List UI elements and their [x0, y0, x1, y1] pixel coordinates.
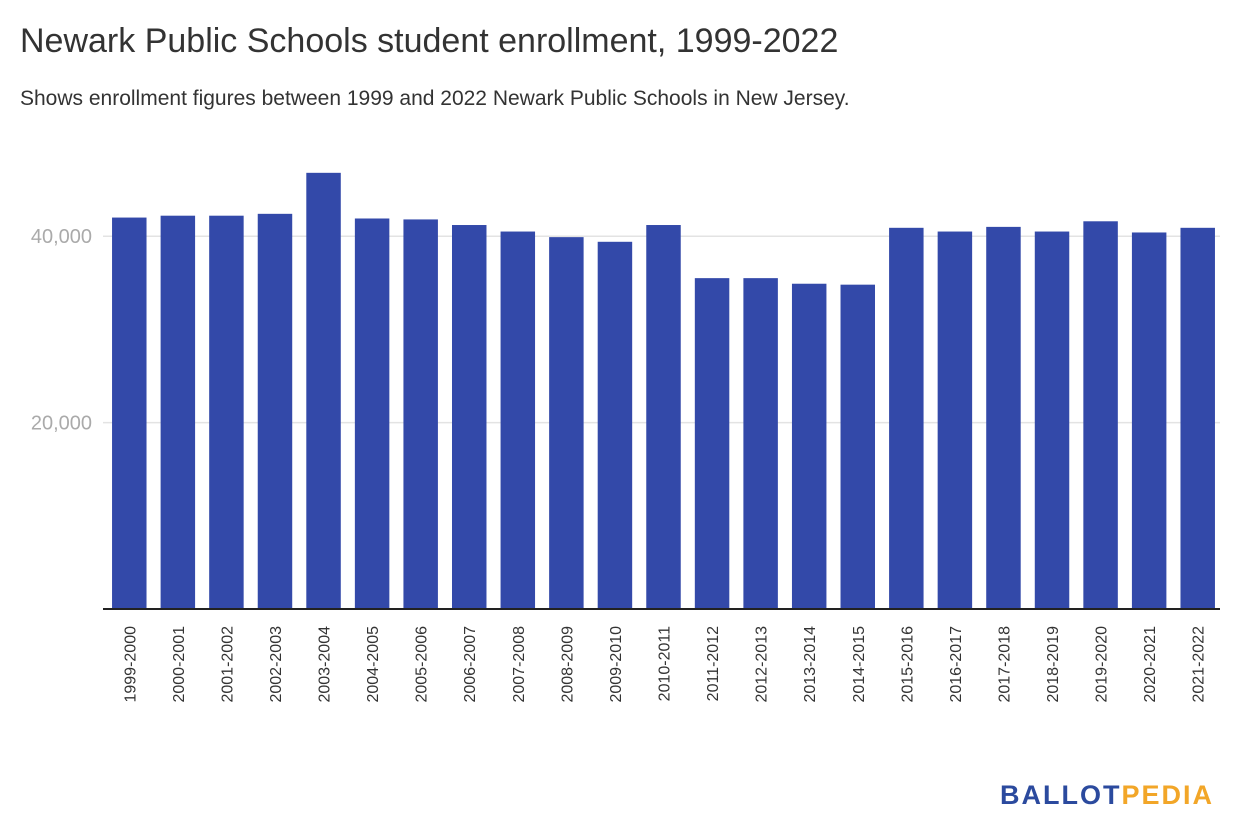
x-tick-label: 2013-2014: [802, 626, 819, 703]
bar: [403, 219, 438, 609]
chart-subtitle: Shows enrollment figures between 1999 an…: [20, 87, 850, 110]
x-tick-label: 2002-2003: [268, 626, 285, 703]
bar: [306, 172, 341, 609]
x-tick-label: 2005-2006: [414, 626, 431, 703]
bars: [112, 172, 1215, 610]
bar: [549, 237, 584, 609]
bar: [354, 218, 390, 609]
x-tick-label: 2010-2011: [657, 626, 674, 701]
x-tick-label: 2020-2021: [1142, 626, 1159, 703]
bar: [743, 278, 778, 609]
bar: [112, 217, 147, 609]
bar: [1083, 221, 1118, 609]
bar: [160, 215, 196, 610]
bar: [1131, 232, 1167, 610]
bar: [1180, 227, 1215, 609]
bar: [646, 225, 681, 610]
bar: [840, 284, 876, 609]
bar: [791, 283, 827, 609]
y-tick-label: 40,000: [31, 226, 92, 248]
bar: [889, 227, 924, 609]
x-tick-label: 2008-2009: [559, 626, 576, 703]
x-tick-label: 2017-2018: [996, 626, 1013, 703]
logo-text-pedia: PEDIA: [1121, 780, 1214, 810]
x-tick-label: 2021-2022: [1191, 626, 1208, 703]
y-tick-label: 20,000: [31, 413, 92, 435]
x-tick-label: 2016-2017: [948, 626, 965, 703]
bar: [597, 241, 633, 610]
x-tick-label: 2009-2010: [608, 626, 625, 703]
x-tick-label: 1999-2000: [122, 626, 139, 703]
bar: [694, 278, 730, 609]
x-tick-label: 2019-2020: [1094, 626, 1111, 703]
bar: [500, 231, 536, 610]
x-tick-label: 2007-2008: [511, 626, 528, 703]
x-tick-label: 2012-2013: [754, 626, 771, 703]
tick-labels: 20,000 40,000 1999-2000 2000-2001 2001-2002 2…: [31, 226, 1208, 702]
ballotpedia-logo: BALLOTPEDIA: [1000, 780, 1214, 811]
bar: [937, 231, 973, 610]
bar: [1034, 231, 1070, 610]
x-tick-label: 2006-2007: [462, 626, 479, 703]
x-tick-label: 2000-2001: [171, 626, 188, 703]
bar: [986, 226, 1021, 609]
bar: [209, 215, 244, 610]
x-tick-label: 2001-2002: [219, 626, 236, 703]
x-tick-label: 2018-2019: [1045, 626, 1062, 703]
x-tick-label: 2014-2015: [851, 626, 868, 703]
x-tick-label: 2015-2016: [899, 626, 916, 703]
x-tick-label: 2003-2004: [317, 626, 334, 703]
x-tick-label: 2004-2005: [365, 626, 382, 703]
bar: [257, 213, 293, 609]
chart-title: Newark Public Schools student enrollment…: [20, 22, 839, 60]
x-tick-label: 2011-2012: [705, 626, 722, 701]
logo-text-ballot: BALLOT: [999, 780, 1122, 810]
bar: [451, 225, 487, 610]
